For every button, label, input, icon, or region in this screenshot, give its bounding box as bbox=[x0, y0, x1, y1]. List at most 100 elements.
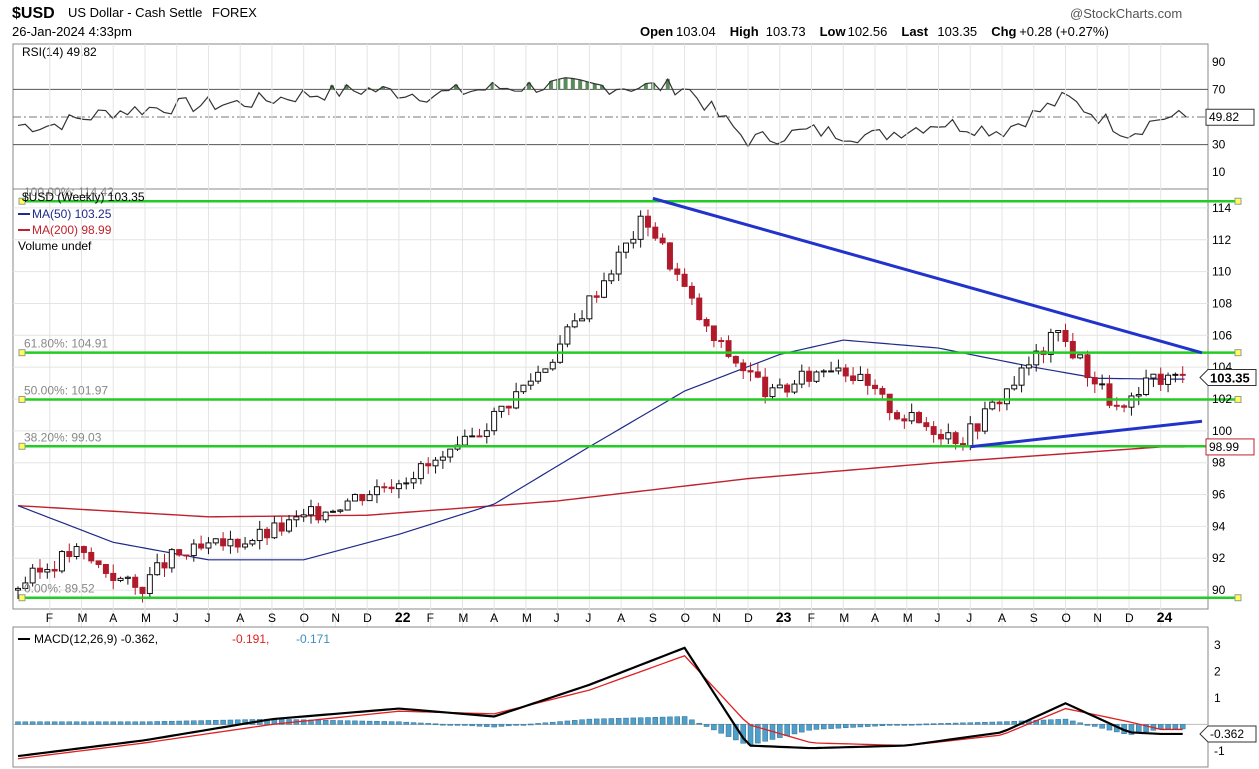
candle-body-73 bbox=[549, 361, 556, 370]
macd-hist-bar-14 bbox=[117, 721, 124, 725]
macd-hist-bar-86 bbox=[645, 717, 651, 725]
fib-label-3: 38.20%: 99.03 bbox=[24, 430, 102, 444]
candle-body-80 bbox=[601, 280, 608, 298]
candle-body-98 bbox=[732, 355, 739, 364]
macd-hist-bar-77 bbox=[579, 719, 585, 725]
candle-body-54 bbox=[410, 478, 417, 484]
x-axis-label-13: M bbox=[458, 611, 468, 625]
candle-body-27 bbox=[212, 538, 219, 544]
macd-hist-bar-88 bbox=[659, 716, 666, 725]
fib-handle-right-0 bbox=[1234, 197, 1242, 205]
macd-hist-bar-97 bbox=[725, 724, 732, 737]
macd-hist-bar-42 bbox=[322, 719, 329, 725]
candle-body-29 bbox=[227, 538, 234, 547]
fib-handle-right-4 bbox=[1234, 594, 1242, 602]
quote-value-1: 103.73 bbox=[766, 24, 806, 39]
macd-hist-bar-148 bbox=[1099, 724, 1105, 729]
price-tick-4: 98 bbox=[1212, 456, 1226, 470]
macd-hist-bar-130 bbox=[967, 722, 974, 725]
ma200-line bbox=[17, 446, 1185, 518]
macd-hist-bar-92 bbox=[689, 719, 695, 725]
macd-hist-bar-122 bbox=[908, 724, 915, 726]
exchange: FOREX bbox=[212, 5, 257, 20]
candle-body-20 bbox=[161, 562, 168, 569]
candle-body-44 bbox=[337, 509, 344, 512]
macd-hist-bar-143 bbox=[1062, 718, 1069, 725]
candle-body-126 bbox=[937, 433, 944, 440]
macd-hist-bar-116 bbox=[864, 724, 871, 727]
macd-hist-bar-75 bbox=[564, 720, 571, 725]
candle-body-51 bbox=[388, 486, 395, 490]
macd-hist-bar-48 bbox=[366, 720, 373, 725]
candle-body-23 bbox=[183, 554, 190, 557]
x-axis-label-16: J bbox=[554, 611, 560, 625]
candle-body-92 bbox=[688, 285, 695, 299]
x-axis-label-33: N bbox=[1093, 611, 1102, 625]
macd-hist-bar-59 bbox=[447, 724, 453, 726]
x-axis-label-35: 24 bbox=[1157, 609, 1173, 625]
macd-hist-bar-127 bbox=[945, 722, 952, 725]
quote-label-4: Chg bbox=[991, 24, 1016, 39]
macd-hist-bar-52 bbox=[396, 721, 402, 725]
macd-hist-bar-90 bbox=[674, 716, 681, 725]
price-tick-0: 90 bbox=[1212, 583, 1226, 597]
x-axis-label-1: M bbox=[77, 611, 87, 625]
candle-body-97 bbox=[725, 340, 732, 357]
candle-body-95 bbox=[710, 325, 717, 341]
macd-hist-bar-54 bbox=[410, 722, 417, 725]
macd-hist-bar-123 bbox=[916, 723, 922, 726]
x-axis-label-12: F bbox=[427, 611, 434, 625]
candle-body-90 bbox=[674, 268, 681, 275]
ma200-last-box bbox=[1205, 438, 1255, 456]
rsi-tick-4: 90 bbox=[1212, 55, 1226, 69]
macd-hist-bar-108 bbox=[806, 724, 812, 731]
macd-hist-bar-22 bbox=[176, 720, 182, 725]
macd-hist-bar-12 bbox=[103, 721, 109, 725]
candle-body-149 bbox=[1106, 383, 1113, 406]
quote-label-2: Low bbox=[820, 24, 847, 39]
x-axis-label-2: A bbox=[109, 611, 117, 625]
candle-body-123 bbox=[916, 412, 923, 424]
brand-logo: @StockCharts.com bbox=[1070, 6, 1182, 21]
fib-label-2: 50.00%: 101.97 bbox=[24, 383, 108, 397]
macd-hist-bar-41 bbox=[315, 719, 322, 725]
macd-hist-bar-5 bbox=[51, 721, 58, 725]
macd-hist-bar-43 bbox=[330, 720, 336, 725]
x-axis-label-4: J bbox=[173, 611, 179, 625]
candle-body-1 bbox=[22, 582, 29, 589]
candle-body-87 bbox=[652, 226, 659, 239]
macd-hist-bar-65 bbox=[491, 724, 497, 728]
candle-body-158 bbox=[1172, 373, 1179, 376]
candle-body-72 bbox=[542, 368, 549, 373]
candle-body-101 bbox=[754, 371, 761, 378]
ma50-line bbox=[17, 339, 1185, 561]
candle-body-58 bbox=[439, 456, 446, 461]
x-axis-label-30: A bbox=[998, 611, 1006, 625]
macd-hist-bar-95 bbox=[711, 724, 717, 731]
quote-value-0: 103.04 bbox=[676, 24, 716, 39]
x-axis-label-5: J bbox=[204, 611, 210, 625]
candle-body-63 bbox=[476, 435, 483, 438]
macd-hist-bar-100 bbox=[747, 724, 754, 746]
macd-hist-bar-66 bbox=[498, 724, 505, 727]
macd-hist-bar-83 bbox=[623, 717, 629, 725]
price-tick-9: 108 bbox=[1212, 296, 1232, 310]
x-axis-label-17: J bbox=[585, 611, 591, 625]
candle-body-113 bbox=[842, 367, 849, 377]
candle-body-136 bbox=[1011, 384, 1018, 390]
x-axis-label-31: S bbox=[1030, 611, 1038, 625]
macd-hist-bar-73 bbox=[549, 721, 556, 725]
macd-hist-bar-115 bbox=[857, 724, 864, 728]
macd-hist-bar-80 bbox=[601, 718, 607, 725]
macd-hist-bar-27 bbox=[213, 720, 219, 725]
candle-body-143 bbox=[1062, 330, 1069, 342]
macd-hist-bar-10 bbox=[88, 721, 95, 725]
candle-body-9 bbox=[80, 546, 87, 553]
candle-body-119 bbox=[886, 393, 893, 414]
macd-hist-bar-109 bbox=[813, 724, 820, 730]
macd-hist-bar-2 bbox=[29, 721, 36, 725]
candle-body-154 bbox=[1143, 377, 1150, 396]
candle-body-37 bbox=[286, 519, 293, 532]
candle-body-57 bbox=[432, 459, 439, 467]
macd-hist-bar-20 bbox=[161, 721, 168, 725]
